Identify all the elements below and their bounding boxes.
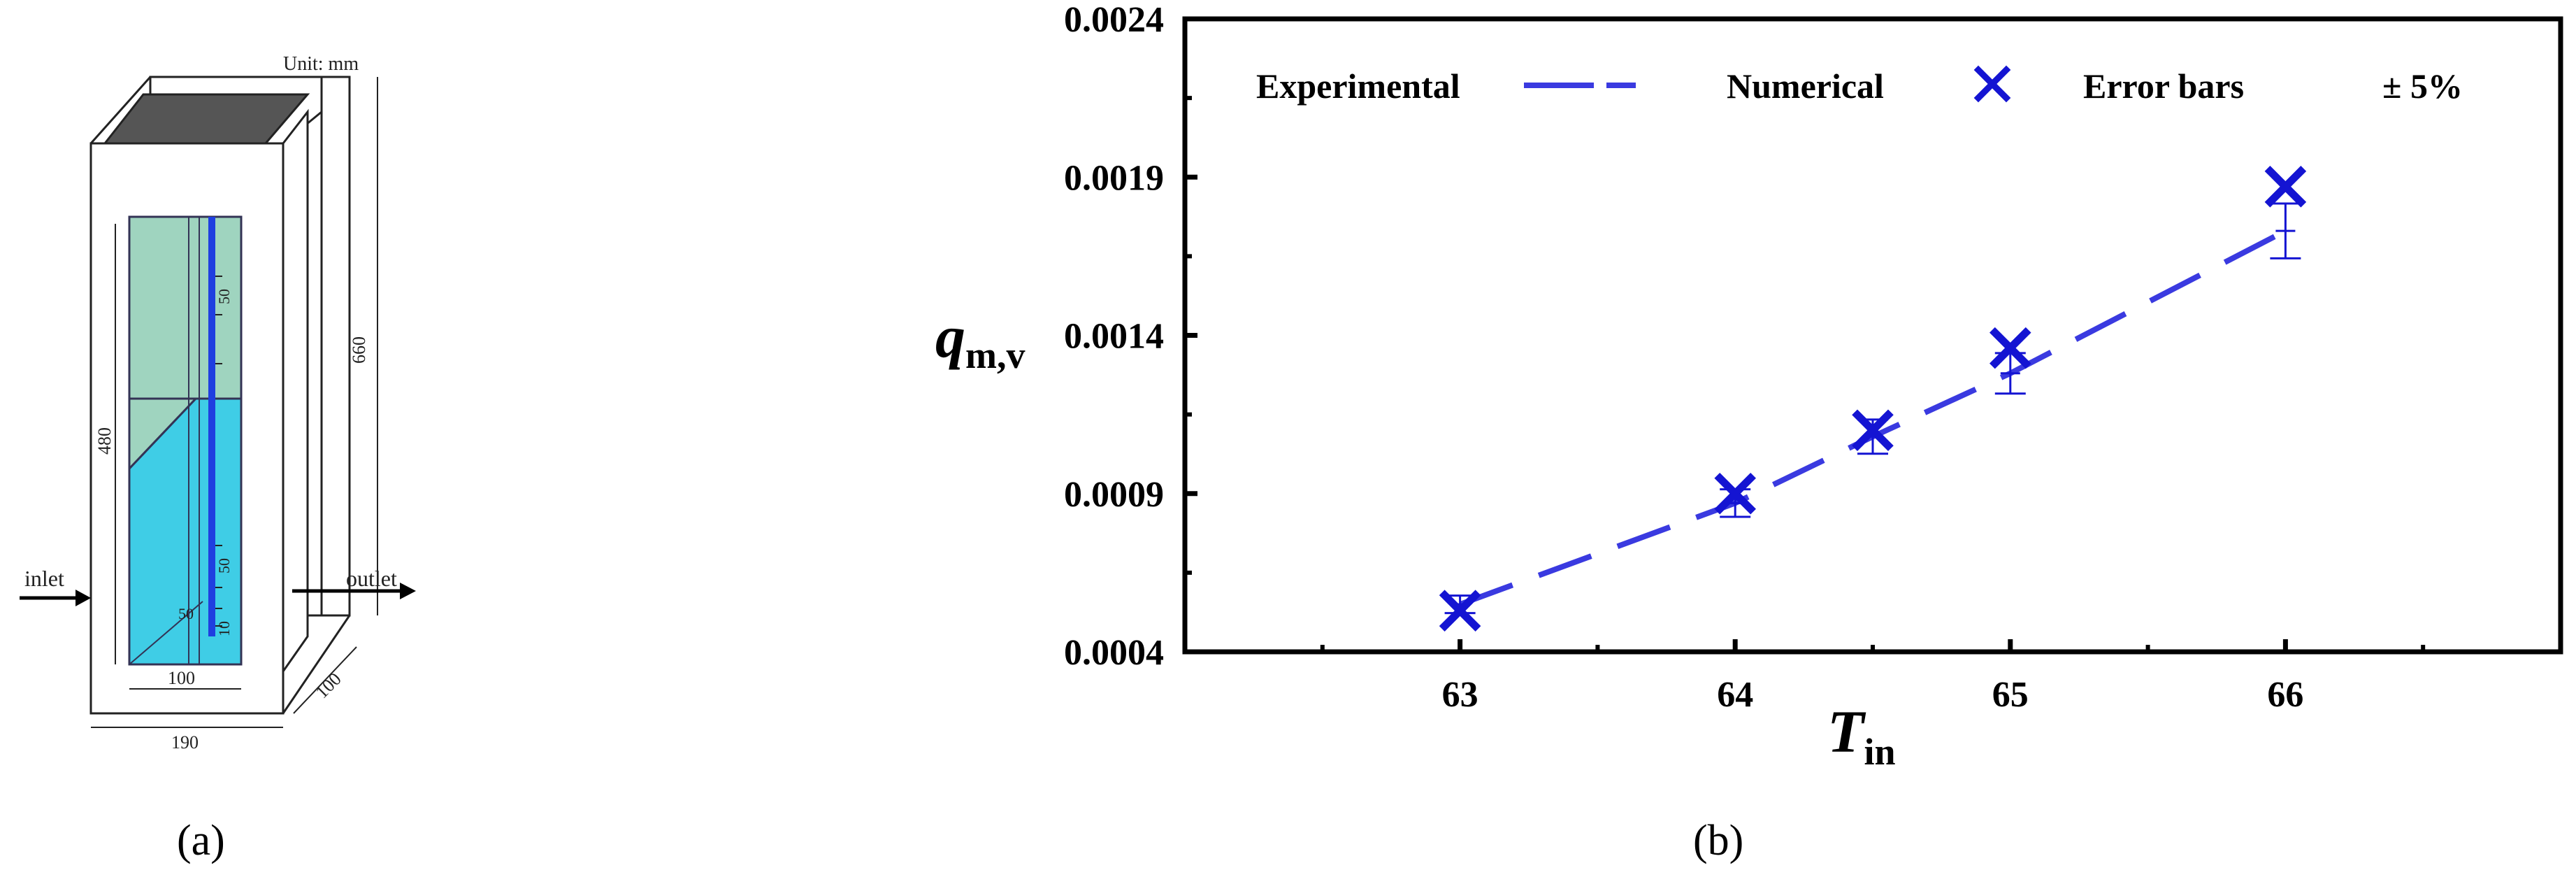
x-tick-label: 66 bbox=[2267, 675, 2303, 715]
panel-a-caption: (a) bbox=[177, 817, 225, 864]
dim-label-50b: 50 bbox=[215, 558, 233, 573]
experimental-line bbox=[1459, 228, 2287, 607]
dim-label-660: 660 bbox=[349, 336, 369, 364]
y-axis-label-sub: m,v bbox=[965, 334, 1025, 376]
panel-b-caption: (b) bbox=[1693, 817, 1743, 864]
depth-line bbox=[282, 615, 351, 714]
x-axis-ticks: 63 64 65 66 bbox=[1320, 639, 2426, 715]
dim-label-100b: 100 bbox=[312, 669, 345, 702]
legend: Experimental Numerical Error bars ± 5% bbox=[1256, 65, 2463, 106]
error-bar bbox=[2270, 202, 2301, 259]
legend-error-bars-label: Error bars bbox=[2083, 66, 2244, 106]
y-tick-label: 0.0009 bbox=[1064, 475, 1164, 515]
y-tick-label: 0.0014 bbox=[1064, 317, 1164, 357]
x-axis-title: Tin bbox=[1827, 698, 1896, 773]
legend-experimental-label: Experimental bbox=[1256, 66, 1460, 106]
depth-line bbox=[89, 76, 152, 145]
outlet-arrowhead bbox=[400, 583, 416, 599]
x-tick-label: 64 bbox=[1717, 675, 1753, 715]
apparatus-schematic bbox=[20, 76, 416, 728]
legend-numerical-marker bbox=[1973, 65, 2011, 103]
tank-diagonal bbox=[129, 601, 203, 665]
tank-upper-fluid bbox=[128, 215, 243, 400]
chart: 63 64 65 66 0.00040.00090.00140.00190.0024 … bbox=[935, 0, 2563, 773]
numerical-series bbox=[1439, 166, 2307, 632]
numerical-point bbox=[1714, 472, 1756, 515]
unit-label: Unit: mm bbox=[283, 53, 359, 75]
inlet-arrowhead bbox=[75, 590, 91, 606]
error-bars-group bbox=[1444, 202, 2301, 615]
y-tick-label: 0.0004 bbox=[1064, 633, 1164, 673]
sensor-ticks bbox=[215, 276, 222, 627]
x-axis-label: T bbox=[1827, 698, 1866, 765]
y-axis-title: qm,v bbox=[935, 303, 1025, 376]
dim-label-190: 190 bbox=[171, 732, 199, 753]
inlet-label: inlet bbox=[24, 566, 64, 591]
numerical-point bbox=[2264, 166, 2307, 208]
outlet-label: outlet bbox=[346, 566, 397, 591]
back-plate-side bbox=[320, 76, 351, 617]
experimental-series bbox=[1459, 228, 2287, 607]
dim-label-10: 10 bbox=[215, 621, 233, 636]
x-axis-label-sub: in bbox=[1864, 731, 1896, 773]
middle-layer bbox=[282, 108, 309, 675]
y-tick-label: 0.0024 bbox=[1064, 0, 1164, 40]
dim-label-50c: 50 bbox=[178, 605, 194, 622]
x-tick-label: 65 bbox=[1992, 675, 2029, 715]
dim-label-50a: 50 bbox=[215, 289, 233, 304]
numerical-point bbox=[1989, 327, 2031, 369]
x-tick-label: 63 bbox=[1442, 675, 1478, 715]
tank-slant-fluid bbox=[128, 397, 199, 471]
legend-error-value: ± 5% bbox=[2382, 66, 2463, 106]
numerical-point bbox=[1852, 409, 1894, 452]
dim-label-480: 480 bbox=[94, 427, 115, 455]
plot-frame bbox=[1182, 16, 2563, 655]
legend-numerical-label: Numerical bbox=[1727, 66, 1884, 106]
numerical-point bbox=[1439, 590, 1481, 632]
y-axis-label: q bbox=[935, 303, 965, 370]
dim-line-100b bbox=[293, 646, 357, 714]
y-tick-label: 0.0019 bbox=[1064, 158, 1164, 198]
sensor-bar bbox=[208, 217, 215, 636]
dim-label-100: 100 bbox=[168, 668, 195, 688]
y-axis-ticks: 0.0004 0.0009 0.0014 0.0019 0.0024 bbox=[1064, 0, 1197, 673]
